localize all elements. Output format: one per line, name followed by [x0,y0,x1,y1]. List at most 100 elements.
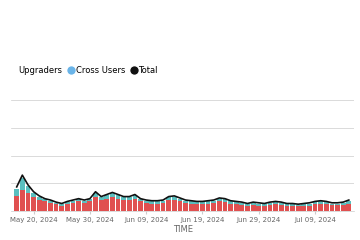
Bar [166,197,171,200]
Bar [217,199,222,201]
Bar [222,199,228,202]
Bar [206,201,211,204]
Bar [341,203,346,205]
Bar [14,189,19,196]
Bar [200,204,205,211]
Bar [59,204,64,206]
Bar [307,206,312,211]
Bar [245,206,250,211]
Bar [37,197,42,200]
X-axis label: TIME: TIME [173,225,193,234]
Bar [37,200,42,211]
Bar [87,199,92,201]
Bar [301,204,306,206]
Bar [284,204,289,206]
Bar [245,204,250,206]
Bar [26,186,30,193]
Bar [82,201,87,203]
Bar [172,200,177,211]
Bar [284,206,289,211]
Bar [183,203,188,211]
Bar [290,204,295,206]
Bar [228,204,233,211]
Bar [307,204,312,206]
Bar [161,203,166,211]
Bar [76,199,81,201]
Bar [262,206,267,211]
Bar [42,199,47,201]
Bar [200,202,205,204]
Bar [211,203,216,211]
Bar [296,205,301,206]
Bar [341,205,346,211]
Bar [346,201,351,204]
Bar [228,201,233,204]
Bar [267,203,273,205]
Bar [177,201,182,211]
Bar [189,201,194,204]
Bar [54,203,58,204]
Bar [206,204,211,211]
Bar [65,202,70,204]
Bar [279,203,284,205]
Bar [189,204,194,211]
Bar [217,201,222,211]
Bar [251,203,256,205]
Bar [132,199,137,211]
Bar [48,201,53,203]
Bar [71,201,75,203]
Bar [87,201,92,211]
Bar [251,205,256,211]
Bar [324,204,329,211]
Bar [48,203,53,211]
Bar [110,193,115,197]
Bar [93,197,98,211]
Bar [20,190,25,211]
Bar [273,204,278,211]
Legend: Upgraders, Cross Users, Total: Upgraders, Cross Users, Total [8,62,161,78]
Bar [239,203,244,205]
Bar [256,206,261,211]
Bar [296,206,301,211]
Bar [42,201,47,211]
Bar [14,196,19,211]
Bar [262,204,267,206]
Bar [104,199,109,211]
Bar [166,200,171,211]
Bar [127,200,132,211]
Bar [312,202,318,204]
Bar [335,205,340,211]
Bar [149,204,154,211]
Bar [312,204,318,211]
Bar [116,195,120,199]
Bar [132,195,137,199]
Bar [149,201,154,204]
Bar [301,206,306,211]
Bar [211,201,216,203]
Bar [335,204,340,205]
Bar [194,204,199,211]
Bar [329,205,334,211]
Bar [324,202,329,204]
Bar [138,199,143,201]
Bar [273,202,278,204]
Bar [155,201,160,204]
Bar [110,197,115,211]
Bar [31,193,36,197]
Bar [31,197,36,211]
Bar [239,205,244,211]
Bar [256,204,261,206]
Bar [234,204,239,211]
Bar [71,203,75,211]
Bar [76,201,81,211]
Bar [161,201,166,203]
Bar [234,202,239,204]
Bar [104,195,109,199]
Bar [59,206,64,211]
Bar [138,201,143,211]
Bar [346,204,351,211]
Bar [144,201,149,203]
Bar [65,204,70,211]
Bar [121,200,126,211]
Bar [318,204,323,211]
